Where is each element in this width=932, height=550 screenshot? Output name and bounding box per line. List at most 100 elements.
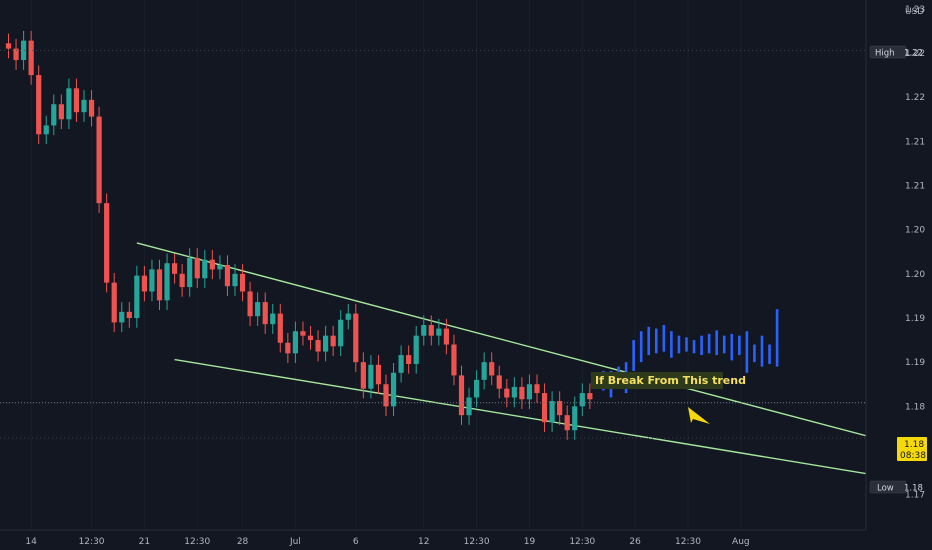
projection-bar — [677, 335, 681, 354]
candle-body — [134, 275, 140, 318]
trendline-group — [136, 242, 893, 479]
candle-body — [323, 335, 329, 352]
candle-body — [406, 355, 412, 364]
x-tick-label: 26 — [629, 537, 641, 547]
annotation-background — [591, 372, 723, 389]
candle-body — [43, 125, 49, 135]
candle-body — [270, 313, 276, 325]
x-tick-label: 12:30 — [569, 537, 595, 547]
x-tick-label: 19 — [524, 537, 536, 547]
candle-body — [526, 384, 533, 400]
candle-body — [111, 282, 117, 323]
candle-body — [255, 302, 261, 317]
y-tick-label: 1.18 — [905, 402, 925, 412]
candle-body — [587, 393, 593, 400]
y-tick-label: 1.21 — [905, 182, 925, 192]
candle-body — [96, 116, 102, 204]
low-badge: Low 1.18 — [869, 480, 923, 494]
candle-body — [36, 75, 42, 135]
candle-body — [247, 291, 253, 317]
candle-body — [232, 273, 238, 287]
projection-bar — [715, 330, 718, 356]
projection-bar — [670, 331, 673, 358]
high-badge: High 1.22 — [869, 45, 923, 59]
arrow-group — [688, 407, 710, 424]
x-tick-label: 12:30 — [675, 537, 701, 547]
x-tick-label: Jul — [289, 537, 301, 547]
candle-body — [262, 302, 268, 325]
arrow-pointer-icon — [688, 407, 710, 424]
candle-body — [187, 257, 193, 288]
projection-bar — [722, 335, 726, 354]
candle-body — [164, 263, 170, 301]
y-tick-label: 1.19 — [905, 314, 925, 324]
candles-group — [5, 30, 593, 440]
candle-body — [390, 372, 397, 407]
candle-body — [451, 344, 457, 376]
candle-body — [579, 393, 585, 407]
candle-body — [239, 273, 246, 292]
candle-body — [466, 397, 472, 416]
candle-body — [88, 99, 95, 117]
candle-body — [481, 362, 487, 380]
candle-body — [519, 386, 525, 400]
projection-bar — [692, 340, 696, 354]
candle-body — [375, 364, 382, 385]
candle-body — [209, 259, 215, 270]
candle-body — [541, 393, 548, 423]
candle-body — [194, 257, 200, 279]
candle-body — [5, 43, 12, 49]
candle-body — [13, 48, 19, 61]
candle-body — [58, 104, 64, 120]
y-tick-label: 1.17 — [905, 491, 925, 501]
candle-body — [300, 331, 306, 336]
projection-bar — [685, 337, 688, 352]
low-badge-box — [869, 480, 907, 494]
candle-body — [360, 362, 366, 389]
candle-body — [383, 384, 389, 407]
y-tick-label: 1.21 — [905, 137, 925, 147]
candle-body — [172, 263, 178, 274]
trendline-1 — [136, 242, 893, 444]
projection-bar — [639, 331, 643, 363]
time-axis[interactable]: 14 12:30 21 12:30 28 Jul 6 12 12:30 19 12:30 26 12:3… — [0, 529, 932, 550]
candle-body — [504, 388, 510, 398]
trendline-2 — [174, 358, 892, 479]
low-badge-label: Low — [877, 484, 894, 494]
low-badge-value: 1.18 — [904, 484, 923, 494]
candle-body — [443, 328, 449, 345]
candle-body — [81, 99, 87, 113]
projection-bar — [730, 333, 734, 361]
y-tick-label: 1.20 — [905, 270, 925, 280]
candle-body — [156, 269, 163, 301]
projection-bar — [753, 344, 756, 363]
time-axis-background — [0, 530, 932, 550]
level-lines — [0, 49, 866, 439]
candle-body — [511, 386, 517, 398]
candle-body — [474, 379, 480, 398]
high-badge-label: High — [875, 49, 895, 59]
candle-body — [345, 313, 351, 320]
last-price-badge: 1.18 08:38 — [897, 437, 927, 461]
candle-body — [179, 273, 185, 288]
candle-body — [104, 203, 110, 283]
candle-body — [119, 311, 125, 323]
candle-body — [73, 88, 80, 113]
candle-body — [51, 104, 57, 126]
candle-body — [368, 364, 374, 389]
y-tick-label: 1.22 — [905, 93, 925, 103]
x-tick-label: 12 — [418, 537, 429, 547]
projection-bar — [738, 335, 741, 356]
candle-body — [126, 311, 132, 318]
y-tick-label: 1.23 — [905, 5, 925, 15]
candle-body — [353, 313, 359, 363]
projection-bar — [745, 331, 749, 373]
annotation-group[interactable]: If Break From This trend — [591, 372, 746, 389]
x-tick-label: Aug — [732, 537, 750, 547]
projection-bar — [662, 325, 666, 352]
candle-body — [458, 375, 465, 416]
projection-bar — [647, 326, 651, 356]
y-tick-label: 1.19 — [905, 358, 925, 368]
